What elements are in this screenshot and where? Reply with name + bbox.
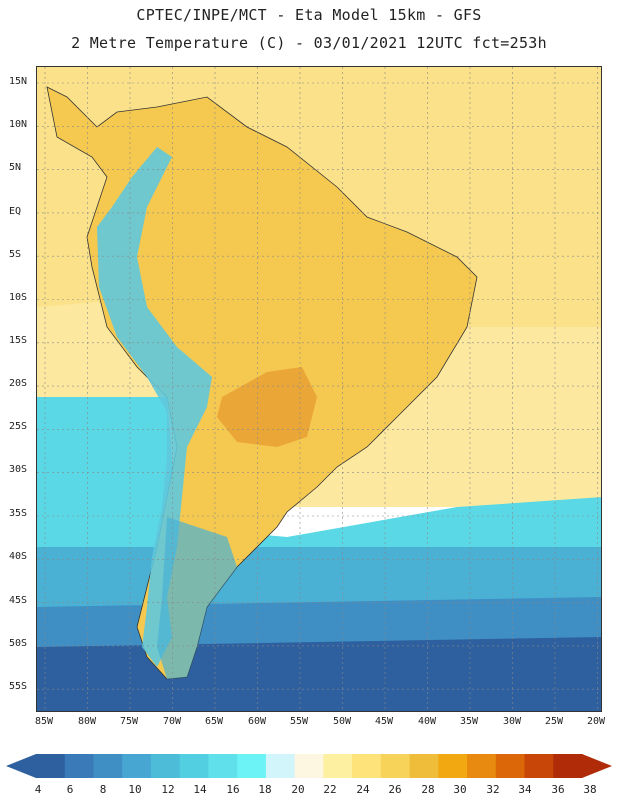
- colorbar-swatch: [36, 754, 66, 778]
- colorbar-label: 20: [291, 783, 305, 796]
- colorbar-swatches: [36, 754, 583, 778]
- lat-label: 50S: [9, 638, 28, 649]
- colorbar-label: 14: [193, 783, 207, 796]
- colorbar-swatch: [524, 754, 554, 778]
- colorbar-swatch: [380, 754, 411, 778]
- colorbar-label: 30: [453, 783, 467, 796]
- colorbar-swatch: [237, 754, 267, 778]
- colorbar-label: 8: [99, 783, 107, 796]
- lon-label: 25W: [544, 716, 564, 727]
- colorbar-swatch: [495, 754, 526, 778]
- lat-label: 55S: [9, 681, 28, 692]
- temperature-colorbar: [6, 754, 612, 778]
- lon-label: 55W: [289, 716, 309, 727]
- lon-label: 20W: [586, 716, 606, 727]
- lon-label: 30W: [502, 716, 522, 727]
- lon-label: 60W: [247, 716, 267, 727]
- lon-label: 85W: [34, 716, 54, 727]
- map-canvas: [37, 67, 601, 711]
- lon-label: 50W: [332, 716, 352, 727]
- lat-label: 20S: [9, 378, 28, 389]
- colorbar-label: 28: [421, 783, 435, 796]
- colorbar-swatch: [208, 754, 238, 778]
- chart-subtitle: 2 Metre Temperature (C) - 03/01/2021 12U…: [71, 34, 547, 52]
- lon-label: 75W: [119, 716, 139, 727]
- colorbar-swatch: [438, 754, 468, 778]
- colorbar-label: 16: [226, 783, 240, 796]
- colorbar-label: 26: [388, 783, 402, 796]
- colorbar-swatch: [294, 754, 324, 778]
- lat-label: 30S: [9, 464, 28, 475]
- colorbar-swatch: [93, 754, 123, 778]
- lat-label: 10S: [9, 292, 28, 303]
- colorbar-label: 36: [551, 783, 565, 796]
- chart-title: CPTEC/INPE/MCT - Eta Model 15km - GFS: [136, 6, 482, 24]
- colorbar-left-arrow: [6, 754, 36, 778]
- colorbar-label: 38: [583, 783, 597, 796]
- colorbar-label: 34: [518, 783, 532, 796]
- lon-label: 65W: [204, 716, 224, 727]
- colorbar-swatch: [179, 754, 209, 778]
- colorbar-label: 24: [356, 783, 370, 796]
- colorbar-label: 12: [161, 783, 175, 796]
- lat-label: 45S: [9, 595, 28, 606]
- lat-label: 15N: [9, 76, 28, 87]
- lon-label: 80W: [77, 716, 97, 727]
- lat-label: 25S: [9, 421, 28, 432]
- heat-core-chaco: [217, 367, 317, 447]
- lon-label: 70W: [162, 716, 182, 727]
- lon-label: 45W: [374, 716, 394, 727]
- colorbar-swatch: [467, 754, 497, 778]
- colorbar-swatch: [409, 754, 439, 778]
- colorbar-swatch: [352, 754, 382, 778]
- colorbar-swatch: [323, 754, 353, 778]
- colorbar-swatch: [64, 754, 94, 778]
- lat-label: EQ: [9, 206, 22, 217]
- colorbar-label: 22: [323, 783, 337, 796]
- colorbar-label: 32: [486, 783, 500, 796]
- lat-label: 40S: [9, 551, 28, 562]
- colorbar-label: 4: [34, 783, 42, 796]
- colorbar-swatch: [265, 754, 296, 778]
- temperature-map[interactable]: [36, 66, 602, 712]
- colorbar-label: 18: [258, 783, 272, 796]
- colorbar-label: 6: [66, 783, 74, 796]
- colorbar-swatch: [122, 754, 152, 778]
- colorbar-label: 10: [128, 783, 142, 796]
- patagonia-cool-area: [157, 517, 237, 679]
- lat-label: 5S: [9, 249, 22, 260]
- colorbar-swatch: [553, 754, 583, 778]
- lat-label: 35S: [9, 508, 28, 519]
- colorbar-swatch: [150, 754, 181, 778]
- lat-label: 10N: [9, 119, 28, 130]
- lon-label: 35W: [459, 716, 479, 727]
- ocean-coldest-band: [37, 637, 601, 711]
- lon-label: 40W: [417, 716, 437, 727]
- colorbar-right-arrow: [582, 754, 612, 778]
- lat-label: 5N: [9, 162, 22, 173]
- lat-label: 15S: [9, 335, 28, 346]
- graticule-grid: [37, 67, 601, 711]
- andes-cold-strip: [97, 147, 212, 667]
